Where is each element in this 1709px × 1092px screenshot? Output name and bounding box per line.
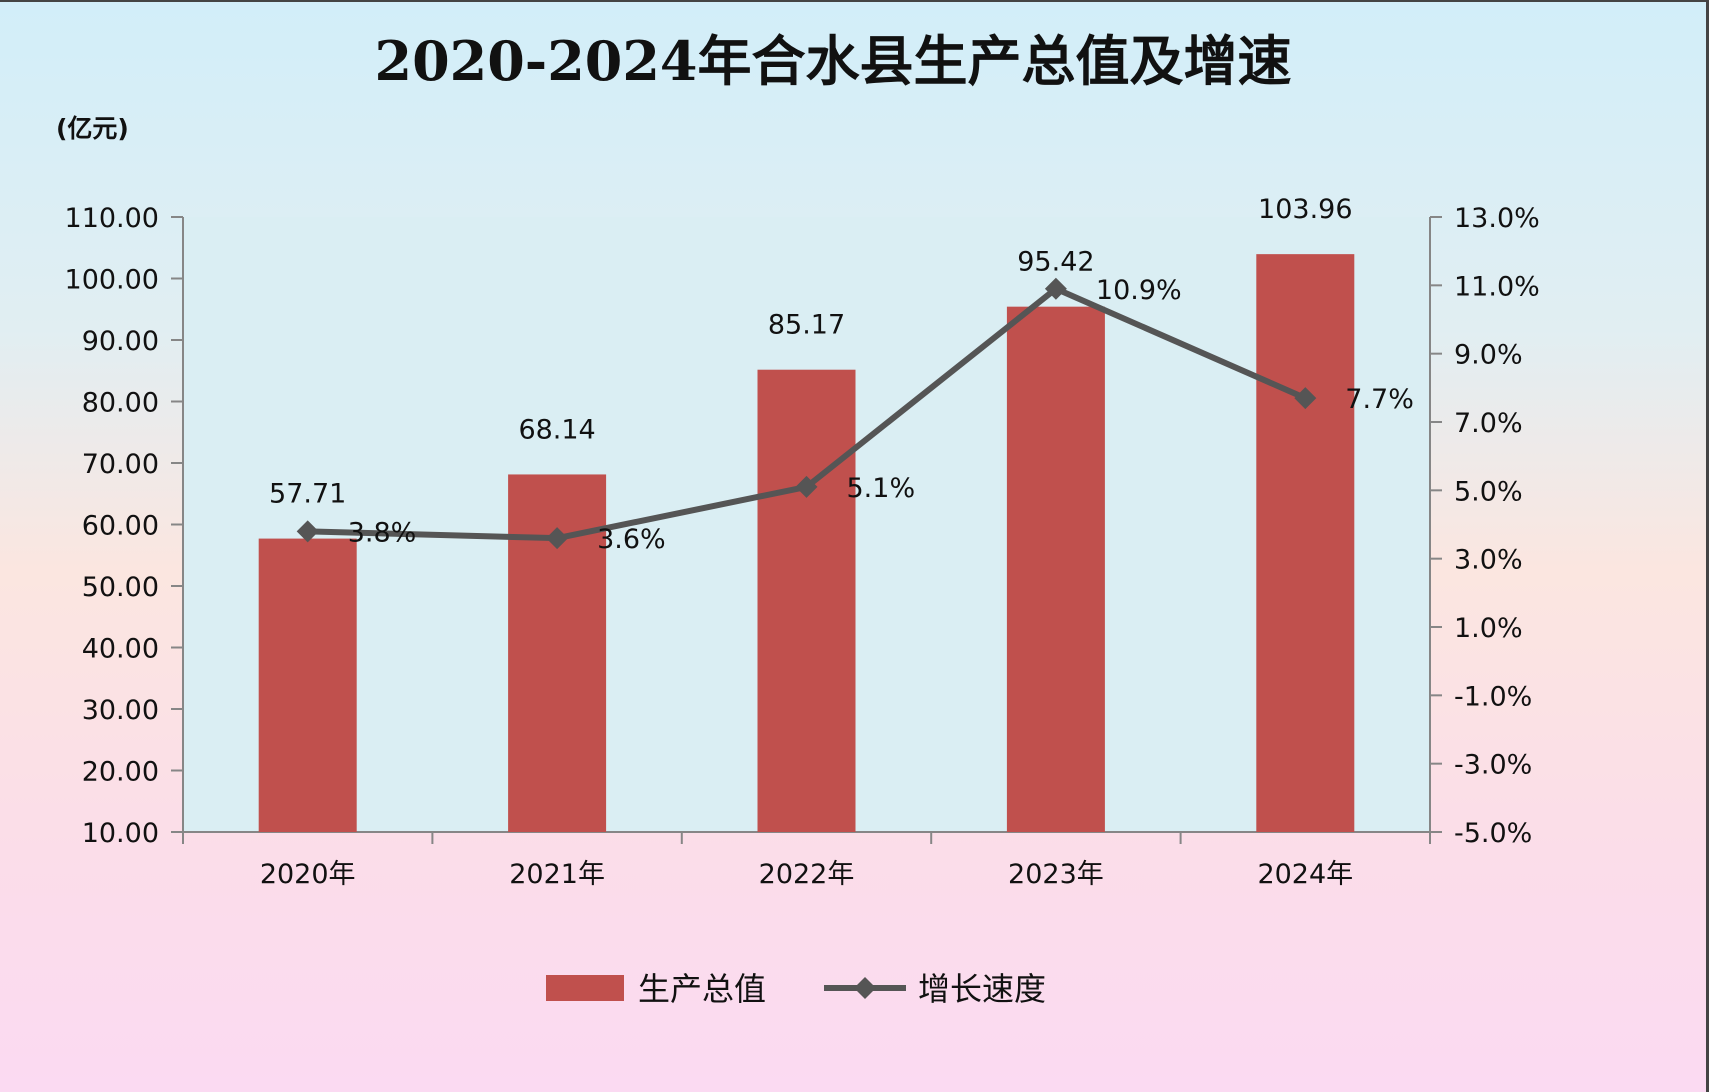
- left-axis-tick-label: 70.00: [82, 449, 159, 480]
- line-marker: [546, 527, 569, 550]
- right-axis-tick-label: 7.0%: [1454, 408, 1523, 439]
- left-axis-tick-label: 10.00: [82, 818, 159, 849]
- bar: [1256, 254, 1355, 832]
- x-axis-tick-label: 2023年: [1008, 859, 1104, 890]
- x-axis-tick-label: 2024年: [1257, 859, 1353, 890]
- line-marker: [296, 520, 319, 543]
- legend-label-bar: 生产总值: [638, 970, 766, 1008]
- left-axis-tick-label: 20.00: [82, 757, 159, 788]
- data-labels: 57.71 68.14 85.17 95.42 103.96 3.8% 3.6% 5.1% 10…: [269, 194, 1414, 555]
- right-axis-tick-label: 1.0%: [1454, 613, 1523, 644]
- right-axis-tick-label: -3.0%: [1454, 750, 1532, 781]
- left-axis-tick-label: 90.00: [82, 326, 159, 357]
- legend-swatch-bar: [546, 975, 624, 1001]
- x-axis-tick-label: 2022年: [759, 859, 855, 890]
- right-axis-tick-label: -5.0%: [1454, 818, 1532, 849]
- left-axis-tick-label: 50.00: [82, 572, 159, 603]
- right-axis-tick-label: 5.0%: [1454, 476, 1523, 507]
- line-marker: [1044, 277, 1067, 300]
- legend: 生产总值 增长速度: [546, 970, 1046, 1008]
- line-marker: [795, 475, 818, 498]
- x-axis-tick-label: 2020年: [260, 859, 356, 890]
- right-axis-tick-label: 11.0%: [1454, 271, 1540, 302]
- bar: [757, 369, 856, 832]
- bar: [1006, 306, 1105, 832]
- left-axis-tick-label: 100.00: [65, 265, 159, 296]
- bar: [258, 538, 357, 832]
- right-axis-tick-label: 13.0%: [1454, 203, 1540, 234]
- right-axis-tick-label: -1.0%: [1454, 681, 1532, 712]
- bar-value-label: 103.96: [1258, 194, 1352, 225]
- left-axis-tick-label: 110.00: [65, 203, 159, 234]
- bar-value-label: 95.42: [1017, 247, 1094, 278]
- line-marker: [1294, 387, 1317, 410]
- bar-value-label: 68.14: [518, 414, 595, 445]
- y-axis-unit-label: (亿元): [56, 114, 129, 143]
- bar-value-label: 85.17: [768, 310, 845, 341]
- axes: 10.00 20.00 30.00 40.00 50.00 60.00 70.00 80.00…: [65, 203, 1540, 890]
- line-value-label: 7.7%: [1345, 384, 1414, 415]
- legend-swatch-marker: [854, 977, 876, 999]
- right-axis-tick-label: 9.0%: [1454, 340, 1523, 371]
- bar-value-label: 57.71: [269, 479, 346, 510]
- chart-title: 2020-2024年合水县生产总值及增速: [375, 29, 1292, 93]
- left-axis-tick-label: 60.00: [82, 511, 159, 542]
- left-axis-tick-label: 30.00: [82, 695, 159, 726]
- line-value-label: 3.6%: [597, 524, 666, 555]
- right-axis-tick-label: 3.0%: [1454, 545, 1523, 576]
- left-axis-tick-label: 80.00: [82, 388, 159, 419]
- bar-series: [258, 254, 1355, 832]
- x-axis-tick-label: 2021年: [509, 859, 605, 890]
- line-value-label: 5.1%: [847, 473, 916, 504]
- line-value-label: 3.8%: [348, 517, 417, 548]
- left-axis-tick-label: 40.00: [82, 634, 159, 665]
- legend-label-line: 增长速度: [918, 970, 1046, 1008]
- line-series: [296, 277, 1317, 550]
- line-value-label: 10.9%: [1096, 275, 1182, 306]
